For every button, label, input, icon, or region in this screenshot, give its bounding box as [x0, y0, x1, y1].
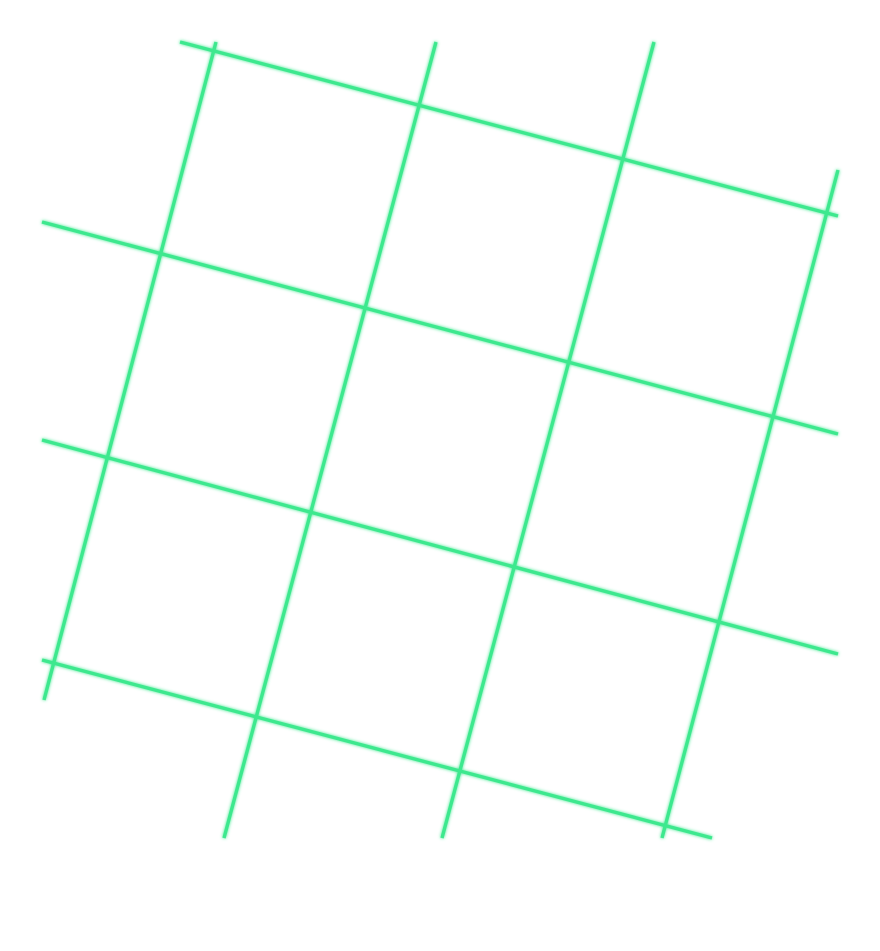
- tilted-shallow-line: [41, 658, 713, 840]
- tilted-shallow-line: [41, 438, 839, 656]
- tilted-grid: [41, 40, 840, 840]
- tilted-steep-line: [42, 41, 218, 701]
- tilted-shallow-line: [41, 220, 839, 436]
- tilted-steep-line: [440, 41, 656, 839]
- tilted-shallow-line: [179, 40, 839, 218]
- tilted-steep-line: [660, 169, 840, 839]
- straight-grid: [44, 42, 838, 838]
- tilted-steep-line: [222, 41, 438, 839]
